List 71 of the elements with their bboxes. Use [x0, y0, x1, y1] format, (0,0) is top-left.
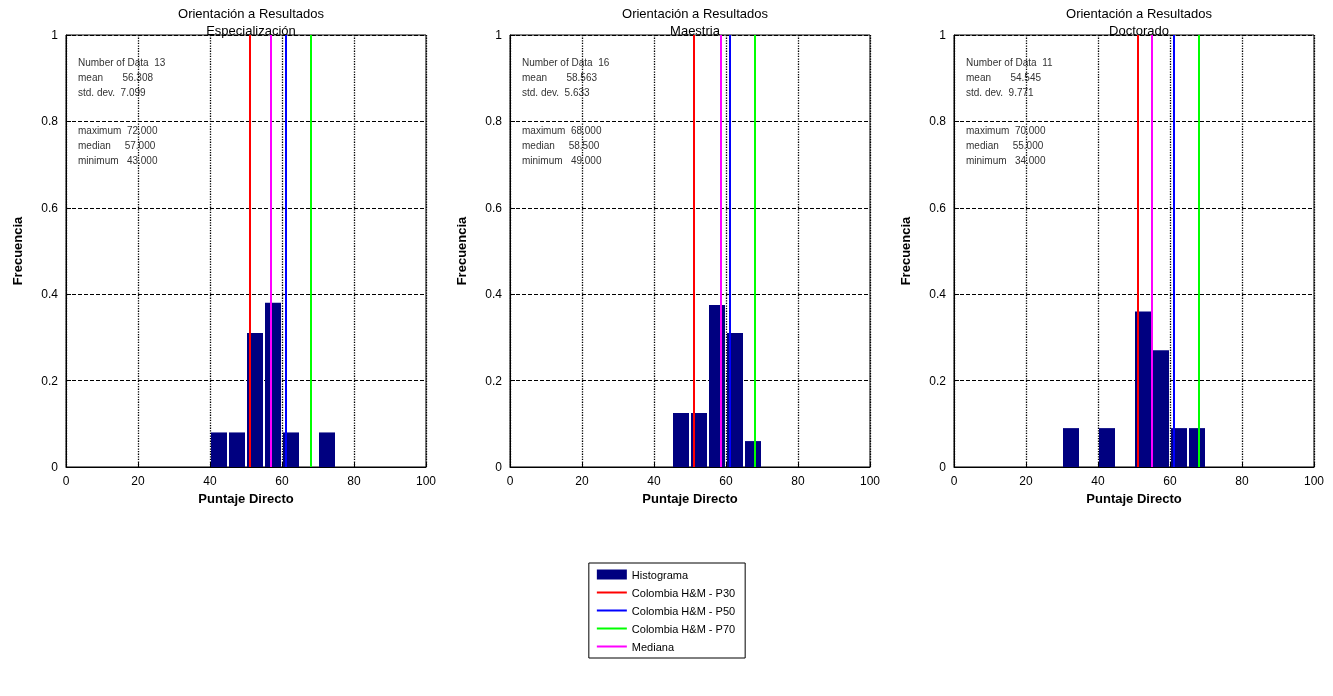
annotation: std. dev. 9.771 — [966, 86, 1035, 98]
y-tick-label: 0.2 — [485, 373, 503, 388]
annotation: median 57.000 — [78, 139, 156, 151]
chart-subtitle: Especialización — [206, 23, 296, 38]
y-tick-label: 0.6 — [485, 200, 503, 215]
annotation: maximum 68.000 — [522, 124, 602, 136]
y-tick-label: 0.6 — [929, 200, 947, 215]
y-tick-label: 0.2 — [41, 373, 59, 388]
y-tick-label: 1 — [939, 28, 947, 42]
y-tick-label: 0 — [51, 460, 59, 474]
x-tick-label: 80 — [1235, 474, 1249, 488]
x-tick-label: 80 — [791, 474, 805, 488]
y-axis-title: Frecuencia — [898, 215, 913, 286]
chart-title: Orientación a Resultados — [1066, 6, 1213, 21]
annotation: median 58.500 — [522, 139, 600, 151]
chart-subtitle: Maestria — [670, 23, 721, 38]
x-tick-label: 20 — [131, 474, 145, 488]
x-tick-label: 100 — [859, 474, 881, 488]
annotation: Number of Data 16 — [522, 56, 610, 68]
y-axis-title: Frecuencia — [454, 215, 469, 286]
chart-title: Orientación a Resultados — [178, 6, 325, 21]
y-tick-label: 0.8 — [485, 114, 503, 129]
annotation: std. dev. 7.099 — [78, 86, 147, 98]
x-tick-label: 100 — [415, 474, 437, 488]
legend-label: Mediana — [631, 640, 675, 653]
annotation: maximum 72.000 — [78, 124, 158, 136]
x-tick-label: 0 — [950, 474, 958, 488]
annotation: median 55.000 — [966, 139, 1044, 151]
annotation: std. dev. 5.633 — [522, 86, 591, 98]
y-tick-label: 0.2 — [929, 373, 947, 388]
annotation: minimum 43.000 — [78, 154, 158, 166]
y-tick-label: 1 — [495, 28, 503, 42]
x-tick-label: 20 — [1019, 474, 1033, 488]
annotation: minimum 34.000 — [966, 154, 1046, 166]
chart-subtitle: Doctorado — [1109, 23, 1169, 38]
x-tick-label: 20 — [575, 474, 589, 488]
legend-label: Colombia H&M - P30 — [631, 586, 736, 599]
x-axis-title: Puntaje Directo — [1086, 490, 1182, 506]
y-tick-label: 0 — [939, 460, 947, 474]
x-tick-label: 60 — [719, 474, 733, 488]
y-axis-title: Frecuencia — [10, 215, 25, 286]
legend-label: Histograma — [631, 568, 689, 581]
y-tick-label: 0.8 — [41, 114, 59, 129]
legend-label: Colombia H&M - P50 — [631, 604, 736, 617]
x-tick-label: 40 — [1091, 474, 1105, 488]
x-tick-label: 60 — [1163, 474, 1177, 488]
y-tick-label: 0.4 — [929, 287, 947, 302]
x-tick-label: 100 — [1303, 474, 1325, 488]
annotation: mean 58.563 — [522, 71, 598, 83]
annotation: Number of Data 13 — [78, 56, 166, 68]
y-tick-label: 0 — [495, 460, 503, 474]
annotation: maximum 70.000 — [966, 124, 1046, 136]
x-tick-label: 40 — [203, 474, 217, 488]
x-axis-title: Puntaje Directo — [642, 490, 738, 506]
x-tick-label: 80 — [347, 474, 361, 488]
annotation: Number of Data 11 — [966, 56, 1053, 68]
x-tick-label: 60 — [275, 474, 289, 488]
x-tick-label: 0 — [62, 474, 70, 488]
annotation: mean 54.545 — [966, 71, 1042, 83]
y-tick-label: 0.4 — [41, 287, 59, 302]
annotation: mean 56.308 — [78, 71, 154, 83]
y-tick-label: 0.8 — [929, 114, 947, 129]
chart-title: Orientación a Resultados — [622, 6, 769, 21]
legend-label: Colombia H&M - P70 — [631, 622, 736, 635]
y-tick-label: 0.4 — [485, 287, 503, 302]
y-tick-label: 1 — [51, 28, 59, 42]
annotation: minimum 49.000 — [522, 154, 602, 166]
x-axis-title: Puntaje Directo — [198, 490, 294, 506]
x-tick-label: 0 — [506, 474, 514, 488]
x-tick-label: 40 — [647, 474, 661, 488]
y-tick-label: 0.6 — [41, 200, 59, 215]
